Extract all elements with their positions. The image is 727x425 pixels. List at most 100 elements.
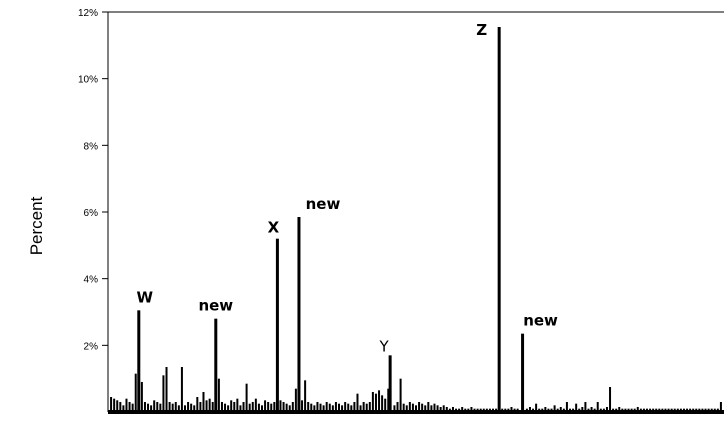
y-axis-title: Percent	[27, 196, 46, 255]
bar	[193, 405, 196, 412]
bar	[587, 408, 590, 412]
bar	[165, 367, 168, 412]
bar	[695, 408, 698, 412]
bar	[698, 408, 701, 412]
bar	[116, 400, 119, 412]
peak-bar	[297, 217, 301, 412]
bar	[485, 408, 488, 412]
bar	[448, 408, 451, 412]
bar	[245, 383, 248, 412]
bar	[396, 402, 399, 412]
bar	[236, 398, 239, 412]
bar	[642, 408, 645, 412]
bar	[550, 408, 553, 412]
bar	[171, 403, 174, 412]
bar	[609, 387, 612, 412]
bar	[341, 405, 344, 412]
bar	[451, 407, 454, 412]
bar	[599, 408, 602, 412]
bar	[488, 408, 491, 412]
bar	[701, 408, 704, 412]
bar	[239, 405, 242, 412]
bar	[217, 378, 220, 412]
bar	[399, 378, 402, 412]
bar	[110, 397, 113, 412]
bar	[605, 407, 608, 412]
bar	[273, 402, 276, 412]
bar	[556, 408, 559, 412]
bar	[187, 402, 190, 412]
bar	[528, 407, 531, 412]
peak-label: X	[268, 219, 280, 237]
bar	[285, 403, 288, 412]
bar	[371, 392, 374, 412]
bar	[424, 405, 427, 412]
bar	[639, 408, 642, 412]
y-tick-label: 8%	[84, 141, 99, 152]
bar	[159, 403, 162, 412]
bar	[510, 407, 513, 412]
bar	[381, 395, 384, 412]
bar	[513, 408, 516, 412]
bar	[624, 408, 627, 412]
bar	[261, 405, 263, 412]
bar	[479, 408, 482, 412]
bar	[220, 402, 223, 412]
bar	[507, 408, 510, 412]
bar	[427, 402, 430, 412]
peak-bar	[214, 318, 218, 412]
bar	[122, 405, 125, 412]
bar	[264, 400, 267, 412]
bar	[131, 403, 134, 412]
bar	[384, 398, 387, 412]
bar	[547, 408, 550, 412]
bar	[667, 408, 670, 412]
bar	[374, 393, 377, 412]
bar	[202, 392, 205, 412]
bar	[177, 405, 180, 412]
bar	[128, 402, 131, 412]
bar	[143, 402, 146, 412]
bar	[679, 408, 682, 412]
bar	[393, 405, 396, 412]
bar	[676, 408, 679, 412]
y-axis	[102, 11, 724, 412]
bar	[562, 408, 565, 412]
bar	[325, 402, 328, 412]
bar	[353, 402, 356, 412]
bar	[168, 402, 171, 412]
peak-bars	[137, 27, 525, 412]
bar	[553, 405, 556, 412]
bar	[279, 400, 282, 412]
bar	[467, 408, 470, 412]
bar	[134, 373, 137, 412]
bar	[233, 402, 236, 412]
bar	[572, 408, 575, 412]
bar	[288, 405, 291, 412]
bar	[565, 402, 568, 412]
bar	[338, 403, 340, 412]
bar	[322, 405, 325, 412]
bar	[150, 405, 153, 412]
y-tick-label: 6%	[84, 208, 99, 219]
y-tick-labels: 2% 4% 6% 8% 10% 12%	[78, 8, 98, 352]
bar	[334, 402, 337, 412]
bar	[359, 405, 362, 412]
bar	[113, 398, 116, 412]
bar	[482, 408, 485, 412]
bar	[350, 405, 353, 412]
bar	[227, 405, 230, 412]
bar	[569, 408, 571, 412]
bar	[270, 403, 273, 412]
peak-label: new	[198, 297, 233, 315]
bar	[248, 403, 251, 412]
bar	[458, 408, 461, 412]
bar	[707, 408, 710, 412]
peak-label: new	[523, 312, 558, 330]
bar	[633, 408, 636, 412]
bar	[581, 407, 584, 412]
bar	[331, 405, 334, 412]
bar	[362, 402, 365, 412]
bar	[538, 408, 541, 412]
